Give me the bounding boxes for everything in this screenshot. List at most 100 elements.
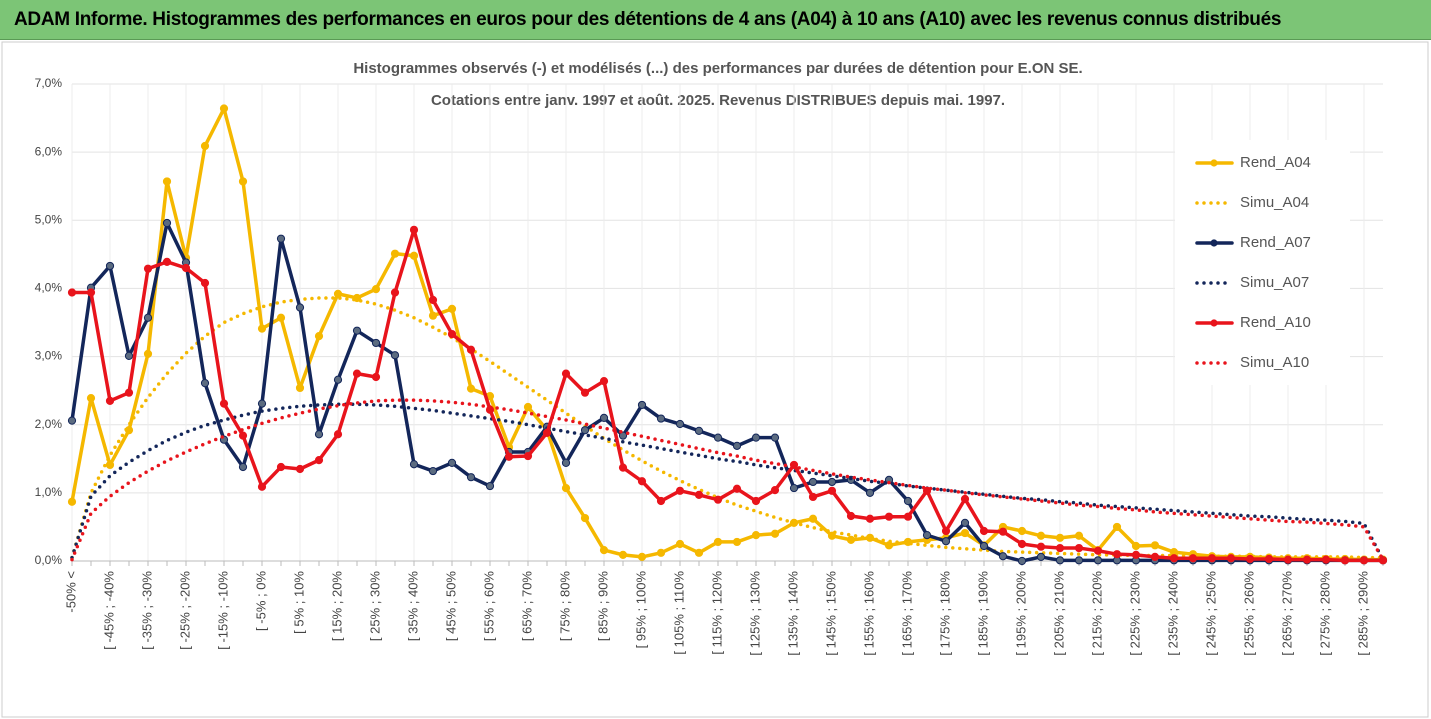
x-tick-label: [ 115% ; 120% [709,571,724,655]
data-point [979,541,989,551]
data-point [922,486,932,495]
data-point [1017,539,1027,549]
data-point [276,234,286,243]
series-line [70,402,1385,562]
data-point [580,426,590,435]
data-point [1226,554,1236,563]
data-point [1055,556,1065,565]
x-tick-label: [ 245% ; 250% [1203,571,1218,656]
legend-marker [1210,239,1218,247]
data-point [542,428,552,437]
data-point [1340,556,1350,565]
data-point [751,531,761,540]
data-point [998,527,1008,536]
x-tick-label: [ 145% ; 150% [823,571,838,656]
data-point [1112,550,1122,559]
x-tick-label: [ -15% ; -10% [215,571,230,650]
data-point [979,526,989,536]
x-tick-label: [ 35% ; 40% [405,571,420,642]
data-point [371,372,381,382]
data-point [637,552,647,562]
data-point [675,419,685,429]
data-point [884,541,894,550]
data-point [1131,550,1141,559]
data-point [523,451,533,461]
data-point [1264,554,1274,564]
x-tick-label: [ 275% ; 280% [1317,571,1332,656]
data-point [371,338,381,348]
data-point [1036,542,1046,551]
data-point [143,349,153,358]
data-point [1283,555,1293,564]
data-point [675,486,685,495]
data-point [105,396,115,405]
data-point [466,473,476,482]
data-point [447,458,457,467]
data-point [846,511,856,521]
data-point [694,490,704,500]
data-point [1093,556,1103,565]
data-point [580,513,590,523]
data-point [162,177,172,186]
data-point [1302,555,1312,564]
legend-label: Rend_A07 [1240,234,1311,251]
data-point [732,484,742,493]
data-point [105,460,115,470]
data-point [656,548,666,557]
data-point [960,518,970,527]
data-point [143,313,153,322]
data-point [1074,531,1084,540]
data-point [428,311,438,320]
data-point [941,526,951,536]
x-tick-label: [ 125% ; 130% [747,571,762,656]
data-point [124,351,134,360]
data-point [656,496,666,506]
x-tick-label: [ 25% ; 30% [367,571,382,642]
data-point [941,537,951,546]
data-point [1321,555,1331,564]
x-tick-label: [ 225% ; 230% [1127,571,1142,656]
data-point [390,249,400,258]
data-point [86,288,96,297]
data-point [884,512,894,521]
data-point [827,531,837,540]
data-point [561,483,571,493]
data-point [865,488,875,497]
data-point [314,332,324,341]
x-tick-label: [ 205% ; 210% [1051,571,1066,656]
data-point [390,288,400,297]
legend-label: Rend_A04 [1240,154,1311,171]
data-point [1074,556,1084,565]
data-point [219,399,229,408]
data-point [504,452,514,461]
legend-label: Rend_A10 [1240,314,1311,331]
data-point [238,431,248,440]
x-tick-label: [ -25% ; -20% [177,571,192,650]
data-point [751,496,761,506]
data-point [371,285,381,294]
data-point [922,531,932,540]
data-point [618,431,628,440]
data-point [1093,546,1103,555]
x-tick-label: [ 95% ; 100% [633,571,648,649]
legend-marker [1210,319,1218,327]
data-point [1017,526,1027,536]
data-point [162,218,172,228]
data-point [713,537,723,547]
data-point [333,289,343,298]
legend-box [1175,140,1350,385]
data-point [675,539,685,549]
data-point [447,329,457,339]
data-point [333,430,343,439]
data-point [447,304,457,313]
data-point [276,313,286,322]
data-point [181,263,191,273]
data-point [523,402,533,412]
data-point [789,483,799,493]
data-point [276,462,286,472]
y-tick-label: 0,0% [35,553,63,567]
legend-label: Simu_A10 [1240,354,1309,371]
data-point [1036,531,1046,540]
data-point [1055,533,1065,542]
data-point [656,414,666,423]
